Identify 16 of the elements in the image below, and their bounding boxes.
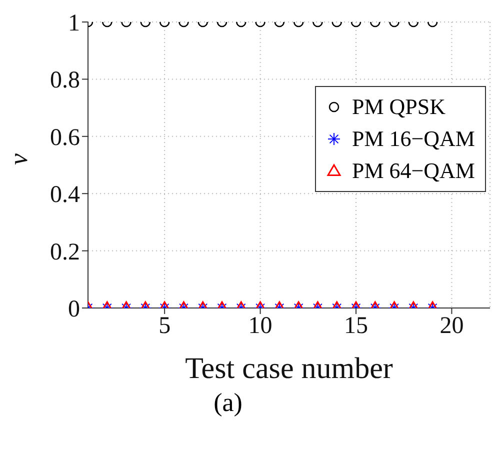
y-tick-label: 0.6 xyxy=(50,124,80,151)
y-tick-label: 1 xyxy=(68,10,80,37)
x-axis-title: Test case number xyxy=(185,352,393,385)
x-tick-label: 15 xyxy=(344,313,368,340)
legend-label: PM QPSK xyxy=(352,93,446,121)
y-axis-title: v xyxy=(4,153,34,165)
legend-label: PM 64−QAM xyxy=(352,157,475,185)
y-tick-label: 0.4 xyxy=(50,182,80,208)
x-tick-label: 10 xyxy=(248,313,272,340)
text: (a) xyxy=(212,388,244,418)
legend-label: PM 16−QAM xyxy=(352,125,475,153)
x-tick-label: 5 xyxy=(158,313,171,340)
y-tick-label: 0.8 xyxy=(50,68,80,94)
y-tick-label: 0.2 xyxy=(50,239,80,266)
x-tick-label: 20 xyxy=(440,313,464,340)
y-tick-label: 0 xyxy=(68,296,80,323)
